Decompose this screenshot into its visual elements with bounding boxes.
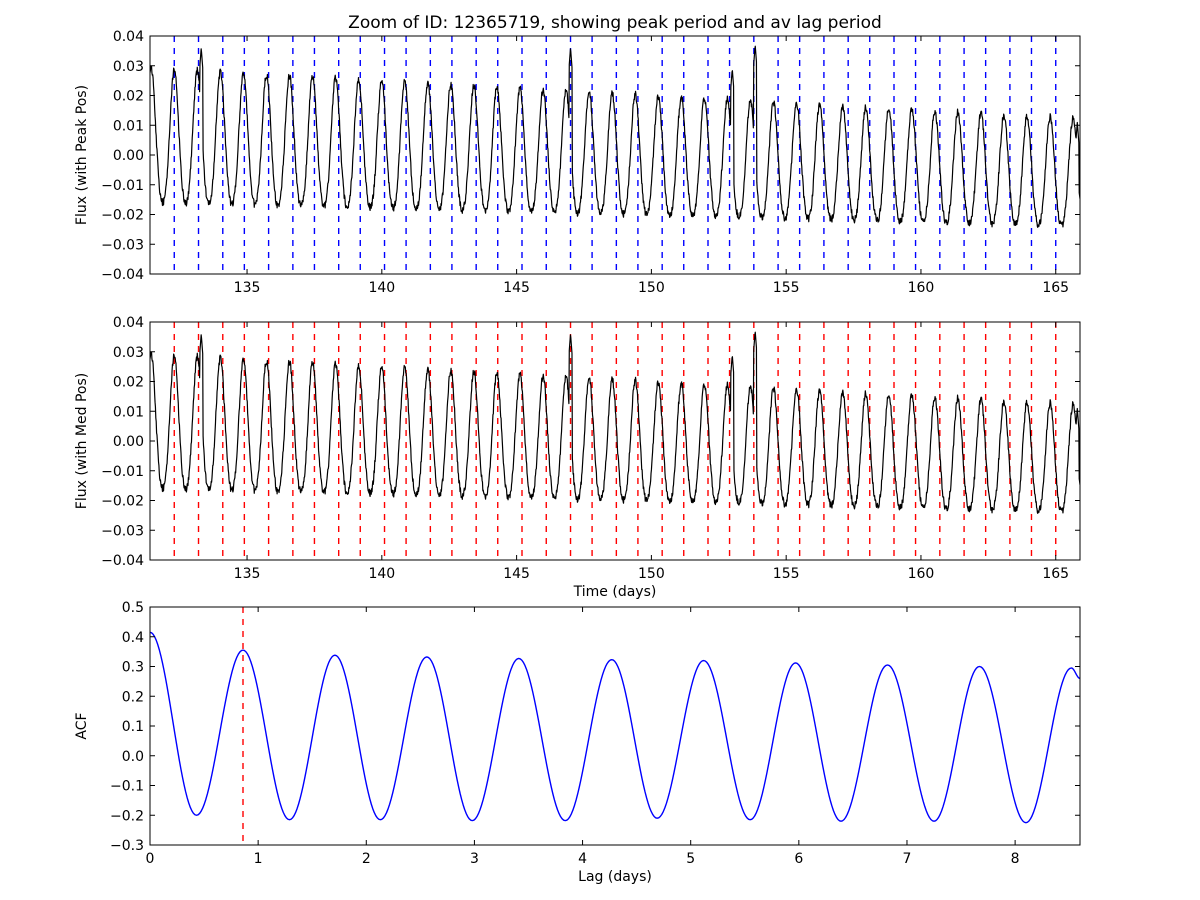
median-ylabel: Flux (with Med Pos) [74,373,90,509]
acf-xtick-label-8: 8 [1011,851,1020,867]
acf-panel: 0 1 2 3 4 5 6 7 8 −0.3 −0.2 −0.1 0.0 0.1 0.2 0.3 0.4 0.5 A… [74,600,1081,885]
acf-ytick-label-0: −0.3 [110,838,144,854]
acf-xlabel: Lag (days) [578,869,652,885]
peak-ytick-label-7: 0.03 [113,59,144,75]
peak-ytick-label-1: −0.03 [101,237,144,253]
peak-xtick-label-0: 135 [234,280,261,296]
peak-ytick-label-6: 0.02 [113,89,144,105]
median-xtick-label-6: 165 [1042,566,1069,582]
peak-xtick-label-2: 145 [503,280,530,296]
peak-ytick-label-0: −0.04 [101,267,144,283]
median-xtick-label-4: 155 [773,566,800,582]
median-series-line-0 [150,331,1080,514]
median-ytick-label-5: 0.01 [113,404,144,420]
acf-xtick-label-0: 0 [146,851,155,867]
median-xtick-label-5: 160 [908,566,935,582]
acf-xtick-label-4: 4 [578,851,587,867]
acf-xtick-label-6: 6 [794,851,803,867]
acf-xtick-label-2: 2 [362,851,371,867]
acf-xtick-label-1: 1 [254,851,263,867]
peak-series-line-0 [150,45,1080,228]
median-ytick-label-3: −0.01 [101,464,144,480]
peak-xtick-label-3: 150 [638,280,665,296]
acf-ylabel: ACF [74,712,90,739]
acf-plot-area [150,607,1080,845]
median-ytick-label-1: −0.03 [101,523,144,539]
flux-median-panel: 135 140 145 150 155 160 165 −0.04 −0.03 −0.02 −0.0… [74,315,1081,600]
peak-xtick-label-6: 165 [1042,280,1069,296]
median-xtick-label-2: 145 [503,566,530,582]
acf-xtick-label-3: 3 [470,851,479,867]
flux-peak-panel: 135 140 145 150 155 160 165 −0.04 −0.03 −0.02 −0.0… [74,29,1081,296]
median-ytick-label-0: −0.04 [101,553,144,569]
acf-xtick-label-7: 7 [903,851,912,867]
acf-ytick-label-3: 0.0 [122,749,144,765]
acf-ytick-label-1: −0.2 [110,808,144,824]
median-xlabel: Time (days) [573,584,657,600]
acf-ytick-label-6: 0.3 [122,660,144,676]
median-ytick-label-7: 0.03 [113,345,144,361]
median-ytick-label-2: −0.02 [101,494,144,510]
acf-ytick-label-7: 0.4 [122,630,144,646]
peak-plot-area [150,36,1080,274]
peak-xtick-label-5: 160 [908,280,935,296]
median-ytick-label-8: 0.04 [113,315,144,331]
peak-ytick-label-4: 0.00 [113,148,144,164]
median-xtick-label-3: 150 [638,566,665,582]
median-ytick-label-4: 0.00 [113,434,144,450]
peak-ylabel: Flux (with Peak Pos) [74,85,90,225]
acf-xtick-label-5: 5 [686,851,695,867]
peak-ytick-label-3: −0.01 [101,178,144,194]
acf-ytick-label-8: 0.5 [122,600,144,616]
median-xtick-label-1: 140 [368,566,395,582]
acf-ytick-label-4: 0.1 [122,719,144,735]
median-xtick-label-0: 135 [234,566,261,582]
acf-ytick-label-5: 0.2 [122,689,144,705]
peak-xtick-label-1: 140 [368,280,395,296]
peak-xtick-label-4: 155 [773,280,800,296]
peak-ytick-label-5: 0.01 [113,118,144,134]
figure-title: Zoom of ID: 12365719, showing peak perio… [348,13,882,33]
median-plot-area [150,322,1080,560]
acf-series-line-0 [150,631,1080,824]
peak-ytick-label-2: −0.02 [101,208,144,224]
acf-ytick-label-2: −0.1 [110,779,144,795]
median-ytick-label-6: 0.02 [113,375,144,391]
peak-ytick-label-8: 0.04 [113,29,144,45]
